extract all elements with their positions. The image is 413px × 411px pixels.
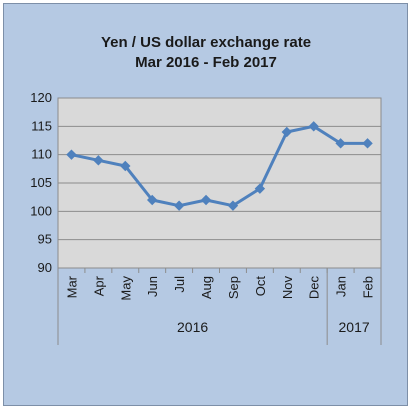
x-category-label: Jul	[172, 276, 187, 293]
group-label: 2016	[177, 319, 208, 335]
x-category-label: Mar	[64, 275, 79, 298]
y-tick-label: 90	[38, 260, 52, 275]
data-point-marker	[335, 138, 346, 149]
chart-subtitle: Mar 2016 - Feb 2017	[135, 54, 277, 71]
y-tick-label: 115	[31, 118, 52, 133]
x-category-label: Apr	[91, 275, 106, 296]
series-line-path	[71, 124, 368, 208]
y-tick-label: 95	[38, 232, 52, 247]
data-point-marker	[227, 200, 239, 211]
group-label: 2017	[339, 319, 370, 335]
data-point-marker	[362, 138, 373, 149]
y-tick-label: 100	[30, 203, 52, 218]
data-point-marker	[66, 149, 77, 160]
series-line	[66, 121, 373, 211]
y-tick-label: 105	[30, 175, 52, 190]
x-category-label: Sep	[226, 276, 241, 299]
chart-title: Yen / US dollar exchange rate	[101, 34, 311, 51]
data-point-marker	[254, 183, 266, 194]
x-axis: Mar Apr May Jun Jul Aug Sep Oct Nov Dec Jan Feb 2016…	[57, 268, 382, 345]
gridlines	[58, 97, 381, 269]
x-category-label: Jan	[334, 276, 349, 297]
x-category-label: Feb	[361, 276, 376, 298]
x-category-label: Nov	[280, 276, 295, 300]
x-category-label: May	[118, 276, 133, 301]
data-point-marker	[281, 126, 292, 138]
y-tick-label: 120	[30, 90, 52, 105]
y-tick-label: 110	[31, 147, 52, 162]
x-category-label: Dec	[307, 276, 322, 300]
data-point-marker	[200, 194, 212, 206]
data-point-marker	[308, 121, 319, 132]
data-point-marker	[120, 160, 131, 172]
x-category-label: Oct	[253, 276, 268, 297]
x-category-label: Aug	[199, 276, 214, 299]
data-point-marker	[93, 155, 104, 166]
data-point-marker	[147, 194, 158, 206]
y-axis-ticks: 90 95 100 105 110 115 120	[30, 90, 52, 275]
data-point-marker	[173, 200, 185, 211]
x-category-label: Jun	[145, 276, 160, 297]
